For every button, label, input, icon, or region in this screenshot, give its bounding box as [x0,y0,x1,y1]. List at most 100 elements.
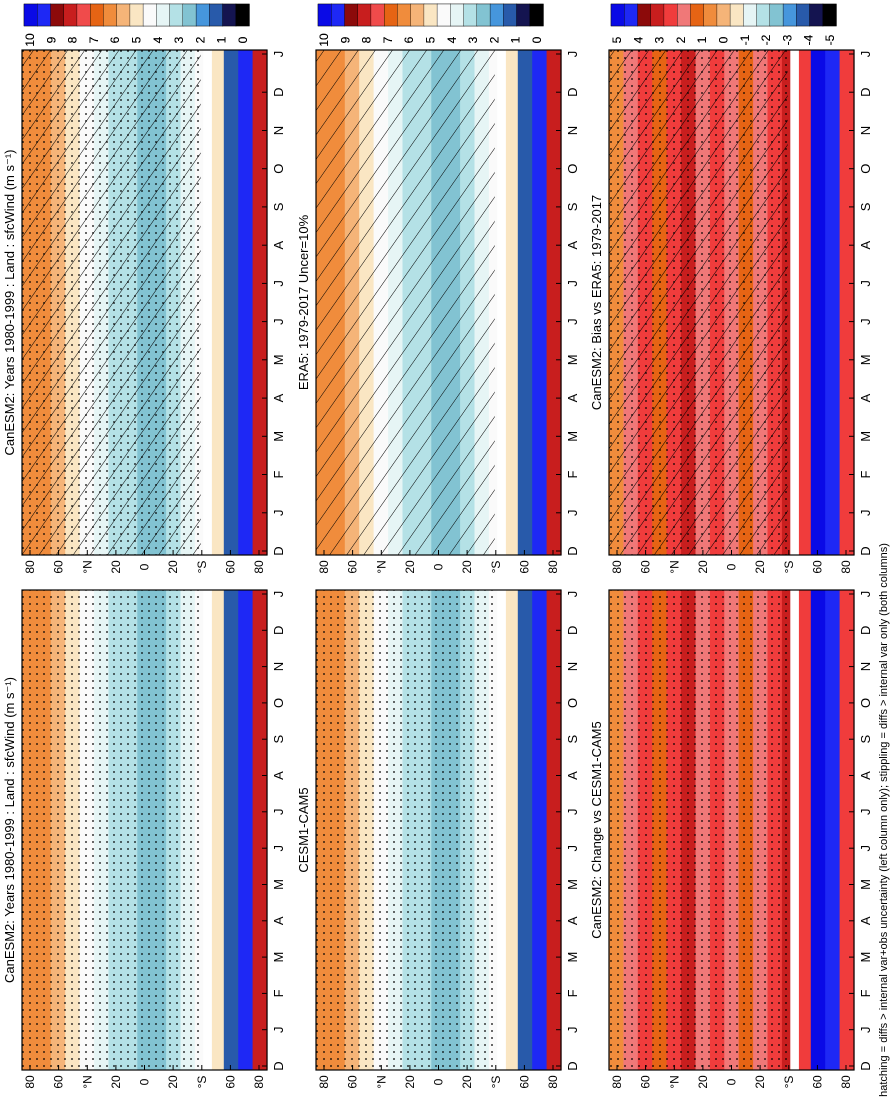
colorbar-label: 7 [87,36,101,43]
colorbar-label: 6 [108,36,122,43]
time-tick-label: N [565,662,580,671]
colorbar-label: 0 [236,36,250,43]
colorbar-label: 3 [466,36,480,43]
lat-tick-label: °N [80,560,94,573]
lat-tick-label: 60 [223,560,237,574]
colorbar-label: 1 [695,36,709,43]
colorbar-label: 1 [695,36,709,43]
time-tick-label: A [271,241,286,250]
colorbar-swatch [23,3,38,27]
colorbar-label: 5 [130,36,144,43]
colorbar-swatch [142,3,157,27]
time-tick-label: D [271,626,286,635]
time-tick-label: D [858,1061,873,1070]
time-tick-label: D [271,88,286,97]
lat-tick-label: 20 [403,560,417,574]
heatmap-band [839,590,855,1070]
colorbar-label: 10 [23,33,37,47]
colorbar-label: 9 [338,36,352,43]
colorbar-label: 1 [509,36,523,43]
colorbar-swatch [743,3,758,27]
time-tick-label: S [858,735,873,744]
chart-panel-5: 80 60 °N 20 0 20 °S 60 80DJFMAMJJASONDJCanESM2: … [589,3,873,1089]
colorbar-swatch [397,3,412,27]
colorbar-label: 2 [674,36,688,43]
heatmap-band [238,590,254,1070]
colorbar-swatch [782,3,797,27]
colorbar-swatch [76,3,91,27]
heatmap-band [252,50,268,555]
heatmap-band [209,590,225,1070]
colorbar-label: 3 [653,36,667,43]
missing-band [497,50,506,555]
lat-tick-label: 80 [23,560,37,574]
lat-tick-label: 80 [546,560,560,574]
heatmap-band [796,50,812,555]
missing-band [790,590,799,1070]
colorbar-label: 5 [610,36,624,43]
time-tick-label: M [858,952,873,963]
colorbar-label: 2 [487,36,501,43]
time-tick-label: N [858,662,873,671]
heatmap-band [546,590,562,1070]
colorbar-label: -2 [759,34,773,45]
time-tick-label: M [565,952,580,963]
time-tick-label: J [858,280,873,287]
time-tick-label: J [271,510,286,517]
colorbar-swatch [690,3,705,27]
stippling-overlay [22,50,201,555]
time-tick-label: M [858,431,873,442]
time-tick-label: F [271,989,286,997]
colorbar-swatch [195,3,210,27]
time-tick-label: S [565,202,580,211]
colorbar-swatch [729,3,744,27]
lat-tick-label: 80 [317,560,331,574]
lat-tick-label: 80 [317,1075,331,1089]
time-tick-label: A [271,916,286,925]
time-tick-label: M [271,431,286,442]
time-tick-label: O [858,164,873,174]
lat-tick-label: 80 [839,1075,853,1089]
colorbar-label: 3 [466,36,480,43]
time-tick-label: J [565,845,580,852]
stippling-overlay [316,590,495,1070]
lat-tick-label: 0 [725,1078,739,1085]
heatmap-band [223,590,239,1070]
time-tick-label: F [858,989,873,997]
colorbar-label: 9 [44,36,58,43]
time-tick-label: M [565,879,580,890]
lat-tick-label: 20 [696,1075,710,1089]
colorbar-label: 0 [236,36,250,43]
time-tick-label: J [271,845,286,852]
lat-tick-label: 20 [166,1075,180,1089]
heatmap-band [825,590,841,1070]
heatmap-band [503,590,519,1070]
colorbar-swatch [410,3,425,27]
colorbar-label: 3 [172,36,186,43]
time-tick-label: N [858,126,873,135]
colorbar-label: 0 [717,36,731,43]
colorbar-label: 6 [108,36,122,43]
missing-band [203,50,212,555]
stippling-overlay [22,590,201,1070]
stippling-overlay [609,590,788,1070]
lat-tick-label: 60 [810,560,824,574]
colorbar-swatch [116,3,131,27]
colorbar-swatch [156,3,171,27]
colorbar-label: 7 [381,36,395,43]
lat-tick-label: °N [374,560,388,573]
colorbar-label: 8 [360,36,374,43]
time-tick-label: J [565,51,580,58]
colorbar-swatch [370,3,385,27]
heatmap-band [503,50,519,555]
time-tick-label: A [565,393,580,402]
heatmap-band [517,50,533,555]
time-tick-label: J [858,318,873,325]
colorbar-label: -4 [802,34,816,45]
panel-title: CanESM2: Change vs CESM1-CAM5 [589,721,604,938]
lat-tick-label: 60 [517,1075,531,1089]
colorbar-label: 4 [445,36,459,43]
colorbar-label: 0 [530,36,544,43]
